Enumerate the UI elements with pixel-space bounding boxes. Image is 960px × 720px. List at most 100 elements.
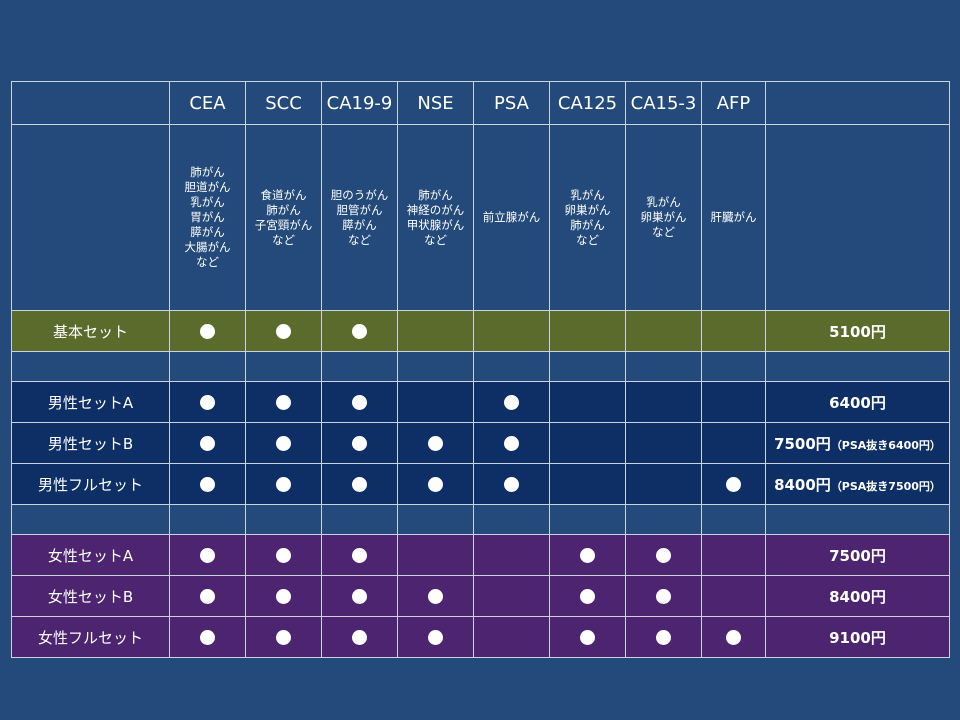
spacer-cell <box>169 504 246 535</box>
marker-cell <box>473 381 550 423</box>
spacer-cell <box>765 351 950 382</box>
marker-cell <box>397 381 474 423</box>
spacer-row <box>11 351 950 382</box>
marker-cell <box>549 310 626 352</box>
marker-cell <box>625 616 702 658</box>
marker-cell <box>169 463 246 505</box>
filled-circle-icon <box>656 630 671 645</box>
description-corner-cell <box>11 124 170 311</box>
filled-circle-icon <box>352 548 367 563</box>
price-note: （PSA抜き7500円） <box>830 479 941 493</box>
price-value: 5100円 <box>829 322 886 341</box>
filled-circle-icon <box>200 324 215 339</box>
filled-circle-icon <box>200 548 215 563</box>
spacer-cell <box>245 504 322 535</box>
set-name-cell: 男性セットA <box>11 381 170 423</box>
marker-cell <box>397 534 474 576</box>
header-marker-afp: AFP <box>701 81 766 125</box>
marker-cell <box>701 616 766 658</box>
marker-cell <box>397 575 474 617</box>
marker-cell <box>549 575 626 617</box>
spacer-cell <box>473 504 550 535</box>
marker-cell <box>169 534 246 576</box>
marker-cell <box>473 534 550 576</box>
header-marker-ca15-3: CA15-3 <box>625 81 702 125</box>
set-row: 男性フルセット 8400円（PSA抜き7500円） <box>11 463 950 505</box>
filled-circle-icon <box>580 630 595 645</box>
header-row: CEA SCC CA19-9 NSE PSA CA125 CA15-3 AFP <box>11 81 950 125</box>
marker-cell <box>473 463 550 505</box>
spacer-cell <box>397 504 474 535</box>
price-cell: 8400円（PSA抜き7500円） <box>765 463 950 505</box>
filled-circle-icon <box>352 630 367 645</box>
spacer-row <box>11 504 950 535</box>
description-price-cell <box>765 124 950 311</box>
marker-cell <box>549 463 626 505</box>
set-row: 男性セットA 6400円 <box>11 381 950 423</box>
filled-circle-icon <box>580 589 595 604</box>
marker-cell <box>625 310 702 352</box>
marker-cell <box>701 381 766 423</box>
set-name-cell: 男性セットB <box>11 422 170 464</box>
marker-cell <box>625 422 702 464</box>
description-cell: 肝臓がん <box>701 124 766 311</box>
header-marker-ca19-9: CA19-9 <box>321 81 398 125</box>
set-name-cell: 男性フルセット <box>11 463 170 505</box>
marker-cell <box>625 534 702 576</box>
spacer-cell <box>321 351 398 382</box>
spacer-cell <box>11 504 170 535</box>
filled-circle-icon <box>504 477 519 492</box>
marker-cell <box>245 310 322 352</box>
marker-cell <box>701 310 766 352</box>
spacer-cell <box>625 504 702 535</box>
header-marker-ca125: CA125 <box>549 81 626 125</box>
marker-cell <box>321 310 398 352</box>
marker-cell <box>397 422 474 464</box>
set-row: 女性フルセット 9100円 <box>11 616 950 658</box>
header-corner-cell <box>11 81 170 125</box>
tumor-marker-price-table: CEA SCC CA19-9 NSE PSA CA125 CA15-3 AFP … <box>11 81 950 658</box>
header-marker-scc: SCC <box>245 81 322 125</box>
price-cell: 7500円（PSA抜き6400円） <box>765 422 950 464</box>
marker-cell <box>321 422 398 464</box>
filled-circle-icon <box>726 477 741 492</box>
filled-circle-icon <box>276 436 291 451</box>
price-value: 9100円 <box>829 628 886 647</box>
spacer-cell <box>321 504 398 535</box>
price-value: 6400円 <box>829 393 886 412</box>
filled-circle-icon <box>200 630 215 645</box>
marker-cell <box>473 575 550 617</box>
description-cell: 乳がん 卵巣がん 肺がん など <box>549 124 626 311</box>
marker-cell <box>701 575 766 617</box>
marker-cell <box>169 310 246 352</box>
description-cell: 肺がん 神経のがん 甲状腺がん など <box>397 124 474 311</box>
description-row: 肺がん 胆道がん 乳がん 胃がん 膵がん 大腸がん など 食道がん 肺がん 子宮頸がん など 胆の… <box>11 124 950 311</box>
marker-cell <box>169 575 246 617</box>
filled-circle-icon <box>428 436 443 451</box>
price-cell: 9100円 <box>765 616 950 658</box>
set-row: 女性セットA 7500円 <box>11 534 950 576</box>
filled-circle-icon <box>504 395 519 410</box>
marker-cell <box>169 616 246 658</box>
spacer-cell <box>701 504 766 535</box>
set-row: 男性セットB 7500円（PSA抜き6400円） <box>11 422 950 464</box>
spacer-cell <box>549 504 626 535</box>
spacer-cell <box>473 351 550 382</box>
filled-circle-icon <box>656 548 671 563</box>
marker-cell <box>245 463 322 505</box>
header-marker-nse: NSE <box>397 81 474 125</box>
price-value: 7500円 <box>829 546 886 565</box>
marker-cell <box>473 422 550 464</box>
marker-cell <box>549 422 626 464</box>
description-cell: 乳がん 卵巣がん など <box>625 124 702 311</box>
marker-cell <box>397 310 474 352</box>
filled-circle-icon <box>352 589 367 604</box>
set-row: 女性セットB 8400円 <box>11 575 950 617</box>
description-cell: 胆のうがん 胆管がん 膵がん など <box>321 124 398 311</box>
filled-circle-icon <box>276 395 291 410</box>
filled-circle-icon <box>428 589 443 604</box>
filled-circle-icon <box>200 477 215 492</box>
set-name-cell: 女性フルセット <box>11 616 170 658</box>
spacer-cell <box>701 351 766 382</box>
filled-circle-icon <box>428 477 443 492</box>
